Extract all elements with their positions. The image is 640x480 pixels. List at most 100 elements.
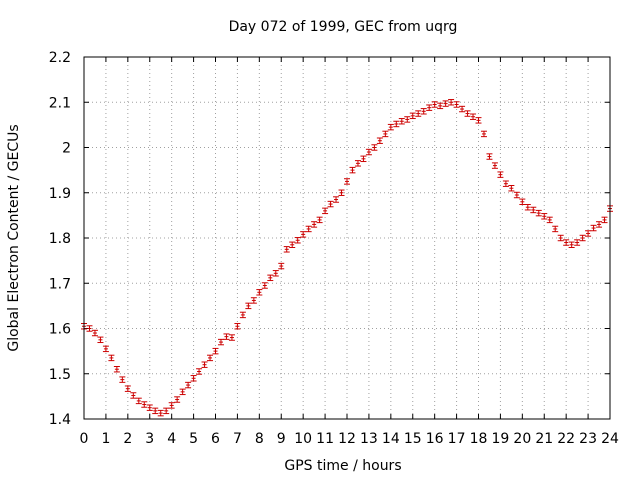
data-point	[354, 160, 361, 167]
data-point	[245, 302, 252, 310]
data-point	[497, 171, 504, 178]
data-point	[552, 225, 559, 233]
data-point	[157, 409, 164, 417]
data-point	[431, 101, 438, 108]
data-point	[393, 120, 400, 128]
x-tick-label: 11	[316, 431, 334, 447]
data-point	[426, 104, 433, 111]
data-point	[97, 336, 104, 344]
x-tick-label: 9	[277, 431, 286, 447]
data-point	[541, 213, 548, 220]
data-point	[91, 329, 98, 337]
data-point	[130, 392, 137, 399]
data-point	[344, 178, 350, 185]
data-point	[590, 224, 597, 232]
data-point	[305, 225, 312, 233]
x-tick-label: 12	[338, 431, 356, 447]
x-tick-label: 24	[601, 431, 619, 447]
data-point	[442, 100, 449, 107]
chart-title: Day 072 of 1999, GEC from uqrg	[229, 19, 458, 35]
data-point	[387, 123, 394, 131]
y-tick-label: 2.1	[49, 95, 71, 111]
x-tick-label: 18	[470, 431, 488, 447]
x-tick-label: 16	[426, 431, 444, 447]
x-tick-label: 0	[80, 431, 89, 447]
data-point	[311, 221, 318, 228]
data-point	[261, 282, 268, 289]
data-point	[119, 376, 126, 383]
data-point	[190, 375, 197, 382]
data-point	[508, 185, 515, 192]
data-point	[239, 311, 246, 319]
data-point	[283, 246, 290, 253]
x-tick-label: 10	[294, 431, 312, 447]
data-point	[376, 137, 383, 144]
data-point	[86, 325, 93, 332]
data-point	[256, 289, 263, 296]
x-tick-label: 3	[145, 431, 154, 447]
data-point	[316, 216, 323, 224]
y-tick-label: 1.8	[49, 231, 71, 247]
x-tick-labels: 0 1 2 3 4 5 6 7 8 9 10 11 12 13 14 15 16 17 18 19 20 21 22 23 24	[80, 431, 619, 447]
x-tick-label: 5	[189, 431, 198, 447]
x-axis-label: GPS time / hours	[284, 458, 401, 474]
data-point	[475, 117, 482, 124]
data-point	[596, 221, 603, 228]
data-point	[338, 189, 345, 196]
data-point	[196, 368, 203, 375]
data-point	[349, 166, 356, 174]
data-point	[448, 99, 455, 106]
data-point	[294, 237, 301, 244]
data-point	[530, 206, 537, 214]
data-point	[404, 116, 411, 123]
y-tick-labels: 1.4 1.5 1.6 1.7 1.8 1.9 2 2.1 2.2	[49, 50, 71, 428]
data-point	[360, 155, 367, 163]
data-point	[524, 204, 531, 211]
data-point	[278, 262, 285, 270]
x-tick-label: 2	[123, 431, 132, 447]
data-point	[420, 108, 427, 115]
data-point	[491, 162, 498, 169]
data-point	[546, 216, 553, 224]
data-point	[124, 385, 131, 392]
data-point	[486, 153, 493, 160]
data-point	[141, 401, 148, 408]
tick-marks	[83, 56, 611, 420]
data-point	[585, 230, 592, 237]
y-tick-label: 2	[62, 141, 71, 157]
data-point	[174, 396, 181, 403]
data-point	[535, 209, 542, 217]
data-point	[163, 407, 170, 415]
data-point	[415, 110, 422, 117]
data-point	[228, 334, 235, 341]
data-point	[234, 323, 241, 330]
data-point	[102, 345, 109, 353]
y-tick-label: 1.6	[49, 322, 71, 338]
y-tick-label: 1.4	[49, 412, 71, 428]
data-point	[333, 196, 340, 203]
data-point	[519, 198, 526, 206]
data-point	[568, 241, 575, 249]
data-point	[179, 388, 186, 396]
data-point	[113, 366, 120, 373]
plot-frame	[83, 56, 611, 420]
x-tick-label: 23	[579, 431, 597, 447]
data-point	[146, 404, 153, 411]
data-point	[267, 274, 274, 282]
data-point	[217, 338, 224, 346]
data-point	[327, 200, 334, 208]
data-point	[223, 333, 230, 340]
data-point	[437, 102, 444, 110]
data-point	[212, 347, 219, 355]
x-tick-label: 22	[557, 431, 575, 447]
data-point	[135, 397, 142, 405]
data-point	[563, 239, 570, 246]
data-point	[459, 105, 466, 113]
data-point	[108, 354, 115, 362]
data-point	[574, 239, 581, 246]
data-point	[464, 110, 471, 117]
x-tick-label: 14	[382, 431, 400, 447]
data-point	[398, 118, 405, 125]
data-point	[502, 180, 509, 187]
